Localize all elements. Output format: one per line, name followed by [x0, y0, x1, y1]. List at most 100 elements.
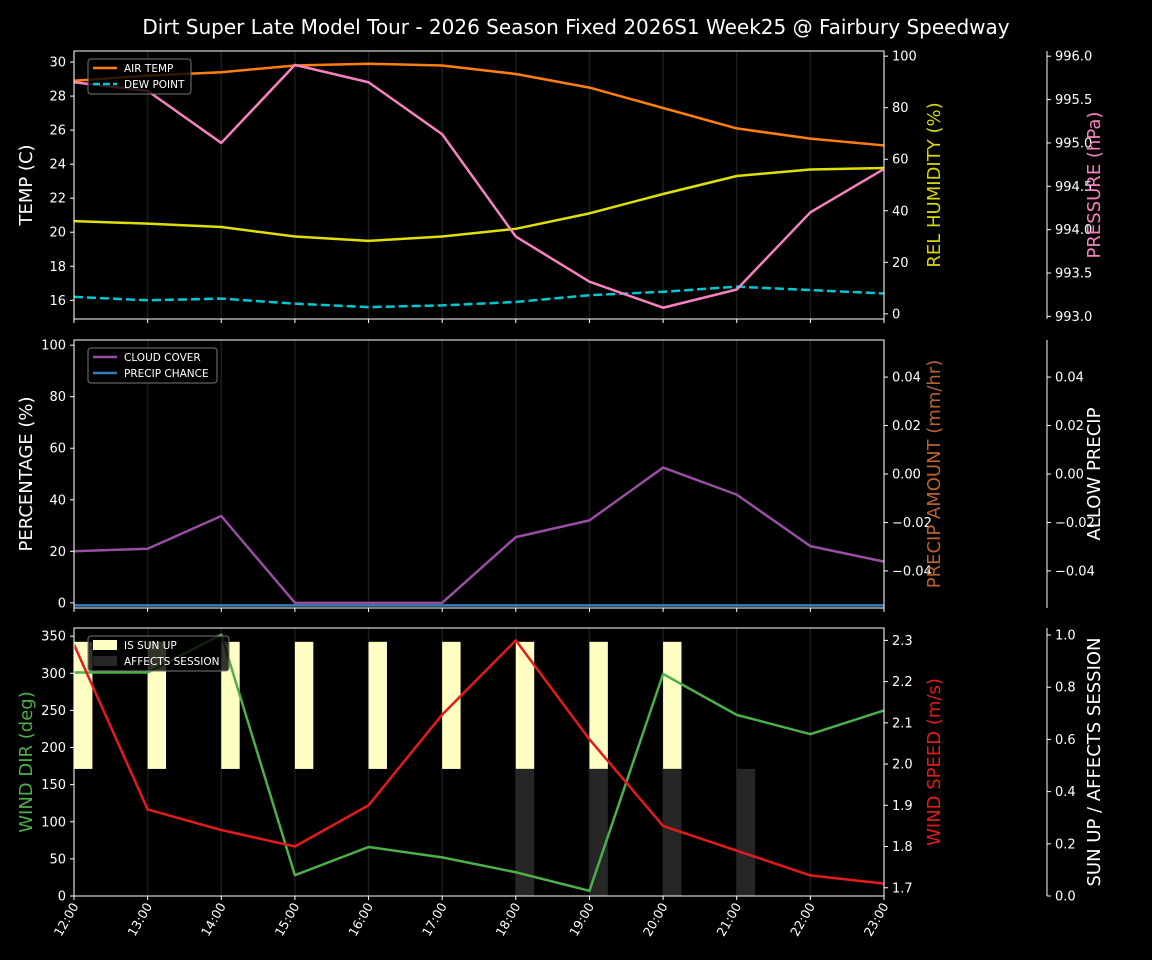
y-tick-label: 994.5 [1055, 180, 1092, 195]
y-tick-label: 28 [49, 90, 66, 105]
axis-label: WIND SPEED (m/s) [924, 678, 945, 846]
plot-frame [73, 627, 885, 897]
y-tick-label: 1.9 [892, 799, 913, 814]
y-tick-label: 20 [892, 256, 909, 271]
y-tick-label: 0.00 [1055, 468, 1084, 483]
legend-box [87, 347, 218, 384]
x-tick-label: 15:00 [272, 900, 303, 939]
sun-up-bar [663, 641, 682, 769]
y-tick-label: 0.04 [892, 371, 921, 386]
y-tick-label: −0.04 [892, 564, 932, 579]
y-tick-label: 0.4 [1055, 785, 1076, 800]
panel-1: 16 18 20 22 24 26 28 30 TEMP (C) 0 20 40 60 80 100 REL … [16, 50, 1105, 325]
series-line-air-temp [73, 62, 885, 147]
y-tick-label: 996.0 [1055, 50, 1092, 65]
y-tick-label: 0.0 [1055, 890, 1076, 905]
y-tick-label: 250 [41, 704, 66, 719]
x-tick-label: 17:00 [419, 900, 450, 939]
y-tick-label: 0.2 [1055, 837, 1076, 852]
y-tick-label: 0 [892, 307, 900, 322]
legend: AIR TEMP DEW POINT [87, 58, 192, 95]
axis-label: REL HUMIDITY (%) [924, 102, 945, 267]
y-tick-label: 2.2 [892, 675, 913, 690]
y-tick-label: −0.02 [1055, 516, 1095, 531]
x-tick-label: 19:00 [566, 900, 597, 939]
y-tick-label: 1.7 [892, 881, 913, 896]
y-tick-label: 300 [41, 667, 66, 682]
x-tick-label: 14:00 [198, 900, 229, 939]
x-tick-label: 22:00 [787, 900, 818, 939]
sun-up-bar [147, 641, 167, 769]
y-tick-label: −0.04 [1055, 564, 1095, 579]
affects-session-bar [663, 768, 682, 896]
y-tick-label: 0.04 [1055, 371, 1084, 386]
axis-label: PERCENTAGE (%) [16, 396, 37, 551]
y-tick-label: 18 [49, 260, 66, 275]
y-tick-label: 200 [41, 741, 66, 756]
y-tick-label: 80 [49, 390, 66, 405]
series-line-axis0 [74, 633, 885, 893]
y-tick-label: 150 [41, 778, 66, 793]
legend-box [87, 635, 230, 672]
x-tick-label: 16:00 [345, 900, 376, 939]
y-tick-label: 40 [49, 493, 66, 508]
y-tick-label: 50 [49, 852, 66, 867]
series-line-axis1 [72, 639, 885, 885]
y-tick-label: 24 [49, 158, 66, 173]
sun-up-bar [294, 641, 314, 769]
y-tick-label: 0.02 [892, 419, 921, 434]
legend-entry-label: AIR TEMP [124, 63, 173, 75]
sun-up-bar [589, 641, 608, 769]
y-tick-label: 350 [41, 630, 66, 645]
x-tick-label: 21:00 [713, 900, 744, 939]
y-tick-label: 16 [49, 294, 66, 309]
legend-swatch [93, 640, 117, 650]
y-tick-label: 60 [892, 153, 909, 168]
y-tick-label: 100 [41, 815, 66, 830]
y-tick-label: 20 [49, 226, 66, 241]
x-tick-label: 12:00 [51, 900, 82, 939]
y-tick-label: 100 [41, 339, 66, 354]
affects-session-bar [736, 768, 756, 896]
axis-label: PRESSURE (hPa) [1084, 112, 1105, 259]
y-tick-label: 993.5 [1055, 267, 1092, 282]
y-tick-label: 1.8 [892, 840, 913, 855]
x-tick-label: 13:00 [124, 900, 155, 939]
legend-entry-label: PRECIP CHANCE [124, 368, 209, 380]
y-tick-label: 2.3 [892, 634, 913, 649]
y-tick-label: 2.0 [892, 758, 913, 773]
series-line-axis1 [73, 166, 885, 243]
series-line-cloud-cover [73, 466, 885, 605]
axis-label: ALLOW PRECIP [1084, 407, 1105, 540]
x-tick-label: 23:00 [861, 900, 892, 939]
y-tick-label: 80 [892, 101, 909, 116]
x-tick-label: 20:00 [640, 900, 671, 939]
y-tick-label: 0.8 [1055, 681, 1076, 696]
y-tick-label: 30 [49, 56, 66, 71]
y-tick-label: 0 [58, 890, 66, 905]
y-tick-label: 0.00 [892, 468, 921, 483]
panel-3: 0 50 100 150 200 250 300 350 WIND DIR (deg) 1.7 1.… [16, 627, 1105, 939]
y-tick-label: 22 [49, 192, 66, 207]
y-tick-label: 0.02 [1055, 419, 1084, 434]
y-tick-label: −0.02 [892, 516, 932, 531]
y-tick-label: 20 [49, 545, 66, 560]
y-tick-label: 995.0 [1055, 136, 1092, 151]
series-line-axis2 [73, 63, 885, 309]
y-tick-label: 995.5 [1055, 93, 1092, 108]
legend: CLOUD COVER PRECIP CHANCE [87, 347, 218, 384]
y-tick-label: 2.1 [892, 716, 913, 731]
axis-label: TEMP (C) [16, 144, 37, 226]
sun-up-bar [368, 641, 387, 769]
y-tick-label: 60 [49, 442, 66, 457]
legend-swatch [93, 656, 117, 666]
y-tick-label: 1.0 [1055, 629, 1076, 644]
legend: IS SUN UP AFFECTS SESSION [87, 635, 230, 672]
panel-2: 0 20 40 60 80 100 PERCENTAGE (%) −0.04 −0.02 0.00… [16, 339, 1105, 612]
y-tick-label: 26 [49, 124, 66, 139]
axis-label: PRECIP AMOUNT (mm/hr) [924, 360, 945, 589]
affects-session-bar [589, 768, 608, 896]
chart-title: Dirt Super Late Model Tour - 2026 Season… [142, 15, 1010, 39]
axis-label: SUN UP / AFFECTS SESSION [1084, 637, 1105, 886]
